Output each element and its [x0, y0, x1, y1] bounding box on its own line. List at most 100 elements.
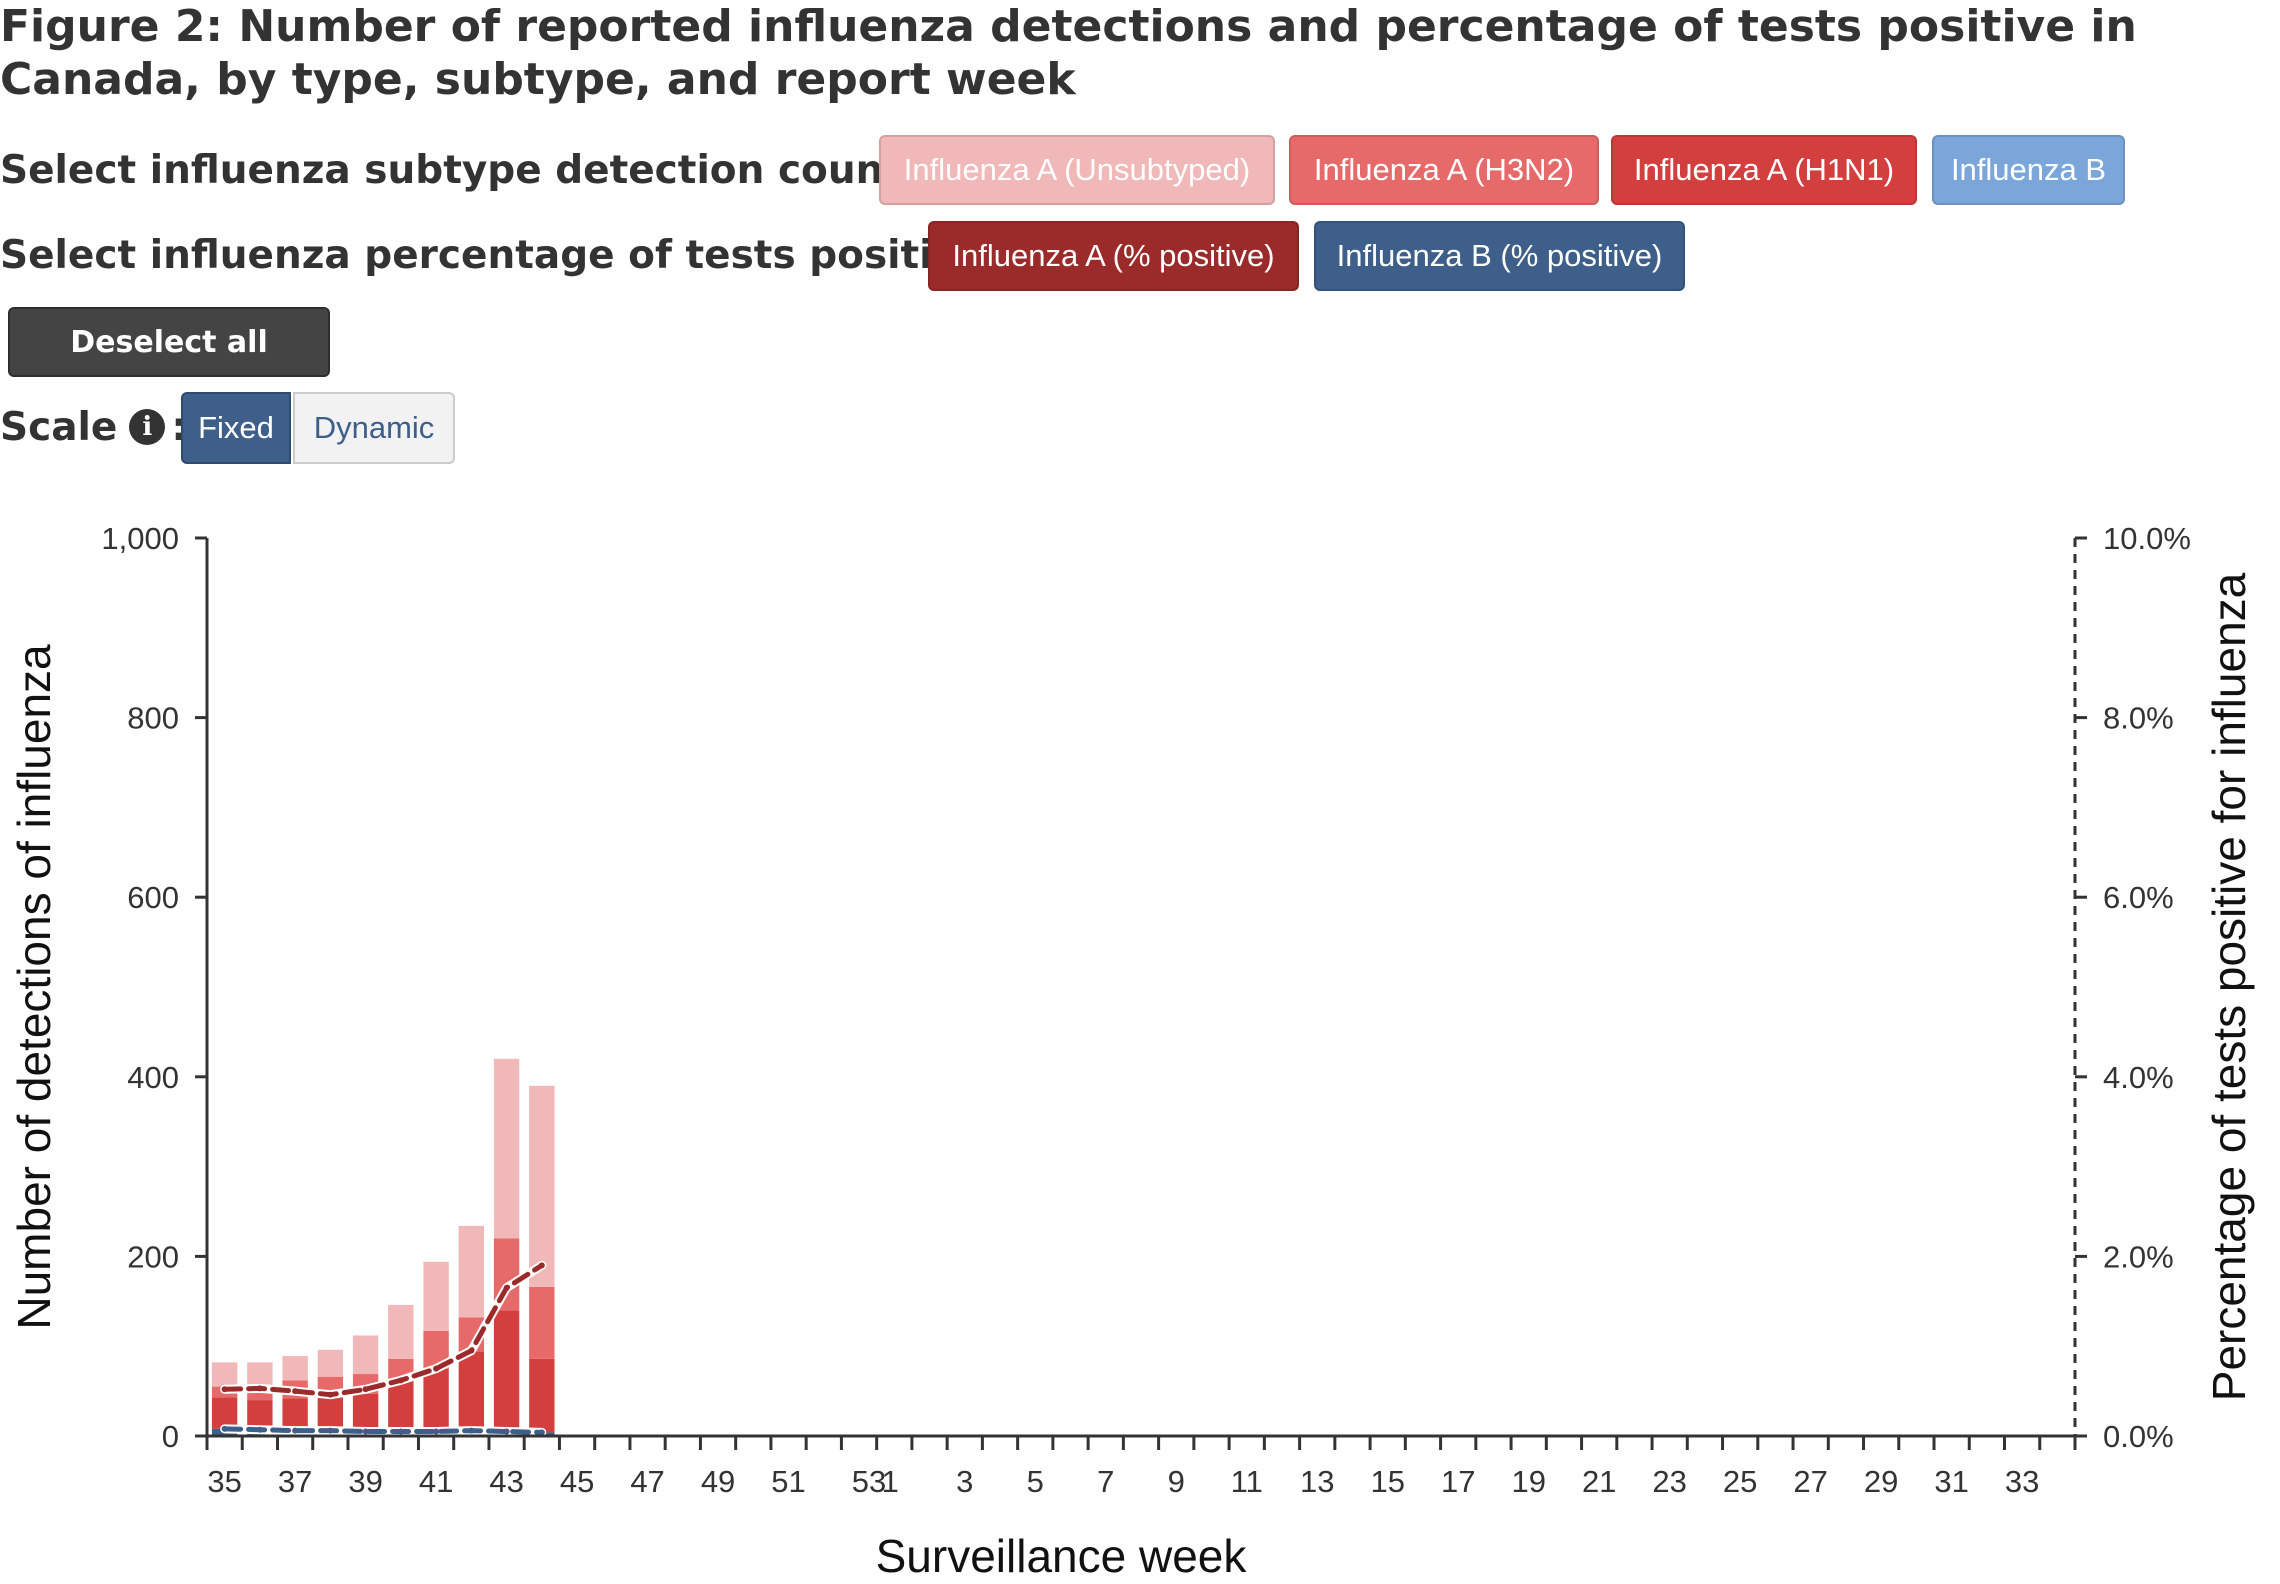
bar-influenza-a-unsubtyped--41 [423, 1261, 449, 1331]
bar-influenza-a-unsubtyped--39 [352, 1335, 379, 1375]
point-influenza-a-positive--43 [503, 1284, 510, 1291]
x-tick-label: 7 [1097, 1464, 1114, 1499]
bar-influenza-a-h1n1--41 [423, 1368, 449, 1432]
x-tick-label: 5 [1027, 1464, 1044, 1499]
x-axis-title: Surveillance week [876, 1530, 1248, 1582]
figure-title: Figure 2: Number of reported influenza d… [0, 1, 2137, 105]
x-tick-label: 21 [1582, 1464, 1616, 1499]
y-axis-title: Number of detections of influenza [8, 644, 60, 1330]
point-influenza-a-positive--41 [433, 1365, 440, 1372]
bar-influenza-a-unsubtyped--38 [317, 1349, 344, 1377]
bar-influenza-a-h1n1--39 [352, 1393, 379, 1432]
y-tick-label: 400 [127, 1060, 179, 1095]
y2-tick-label: 8.0% [2103, 701, 2174, 736]
bar-influenza-a-h1n1--38 [317, 1394, 344, 1431]
point-influenza-a-positive--38 [327, 1391, 334, 1398]
bar-influenza-a-unsubtyped--40 [388, 1304, 414, 1359]
toggle-influenza-a-unsubtyped[interactable]: Influenza A (Unsubtyped) [879, 135, 1275, 205]
line-influenza-b-positive- [222, 1426, 545, 1435]
toggle-influenza-b-percent[interactable]: Influenza B (% positive) [1314, 221, 1685, 291]
point-influenza-a-positive--39 [362, 1386, 369, 1393]
x-tick-label: 17 [1441, 1464, 1475, 1499]
bar-influenza-a-h1n1--42 [458, 1351, 485, 1431]
deselect-all-button[interactable]: Deselect all [8, 307, 330, 377]
x-tick-label: 35 [207, 1464, 241, 1499]
bar-influenza-a-unsubtyped--37 [282, 1356, 308, 1381]
point-influenza-b-positive--38 [327, 1427, 334, 1434]
bar-influenza-a-unsubtyped--42 [458, 1225, 485, 1318]
x-tick-label: 25 [1723, 1464, 1757, 1499]
y2-tick-label: 0.0% [2103, 1419, 2174, 1454]
percent-control-row: Select influenza percentage of tests pos… [0, 220, 1000, 290]
bar-influenza-a-h1n1--43 [493, 1310, 520, 1432]
y2-tick-label: 10.0% [2103, 521, 2191, 556]
x-tick-label: 19 [1511, 1464, 1545, 1499]
x-tick-label: 43 [489, 1464, 523, 1499]
x-tick-label: 29 [1864, 1464, 1898, 1499]
bar-influenza-a-h1n1--36 [247, 1400, 273, 1430]
point-influenza-b-positive--44 [538, 1429, 545, 1436]
bar-influenza-a-unsubtyped--43 [493, 1058, 520, 1239]
toggle-influenza-b[interactable]: Influenza B [1932, 135, 2125, 205]
y-tick-label: 1,000 [101, 521, 179, 556]
info-icon[interactable]: i [129, 409, 166, 445]
point-influenza-a-positive--40 [397, 1377, 404, 1384]
bar-influenza-a-h1n1--44 [529, 1358, 555, 1433]
point-influenza-a-positive--35 [221, 1386, 228, 1393]
x-tick-label: 3 [956, 1464, 973, 1499]
x-tick-label: 45 [560, 1464, 594, 1499]
point-influenza-b-positive--43 [503, 1428, 510, 1435]
point-influenza-a-positive--36 [256, 1385, 263, 1392]
x-tick-label: 41 [419, 1464, 453, 1499]
x-tick-label: 33 [2005, 1464, 2039, 1499]
x-tick-label: 27 [1793, 1464, 1827, 1499]
point-influenza-b-positive--41 [433, 1428, 440, 1435]
x-tick-label: 39 [348, 1464, 382, 1499]
point-influenza-b-positive--35 [221, 1425, 228, 1432]
y-tick-label: 800 [127, 701, 179, 736]
bar-influenza-a-h3n2--44 [529, 1286, 555, 1359]
bar-influenza-a-h3n2--36 [247, 1388, 273, 1401]
point-influenza-b-positive--36 [256, 1426, 263, 1433]
x-tick-label: 1 [882, 1464, 899, 1499]
scale-fixed-button[interactable]: Fixed [181, 392, 291, 464]
bar-influenza-a-h1n1--35 [211, 1397, 238, 1429]
y2-axis-title: Percentage of tests positive for influen… [2203, 572, 2255, 1401]
percent-label: Select influenza percentage of tests pos… [0, 232, 1001, 278]
scale-dynamic-button[interactable]: Dynamic [293, 392, 455, 464]
toggle-influenza-a-percent[interactable]: Influenza A (% positive) [928, 221, 1299, 291]
bar-influenza-a-h1n1--37 [282, 1398, 308, 1431]
scale-label: Scale [0, 404, 118, 450]
point-influenza-b-positive--42 [468, 1427, 475, 1434]
bar-influenza-a-unsubtyped--35 [211, 1362, 238, 1387]
y2-tick-label: 2.0% [2103, 1239, 2174, 1274]
x-tick-label: 53 [852, 1464, 886, 1499]
scale-label-group: Scale i : [0, 392, 187, 462]
point-influenza-b-positive--40 [397, 1428, 404, 1435]
subtype-label: Select influenza subtype detection count… [0, 147, 941, 193]
toggle-influenza-a-h1n1[interactable]: Influenza A (H1N1) [1611, 135, 1917, 205]
point-influenza-b-positive--37 [292, 1427, 299, 1434]
point-influenza-a-positive--42 [468, 1347, 475, 1354]
line-influenza-a-positive- [222, 1262, 545, 1398]
point-influenza-a-positive--44 [538, 1262, 545, 1269]
x-tick-label: 49 [701, 1464, 735, 1499]
x-tick-label: 31 [1934, 1464, 1968, 1499]
y2-tick-label: 4.0% [2103, 1060, 2174, 1095]
point-influenza-b-positive--39 [362, 1428, 369, 1435]
y-tick-label: 200 [127, 1239, 179, 1274]
toggle-influenza-a-h3n2[interactable]: Influenza A (H3N2) [1289, 135, 1599, 205]
influenza-chart: 0 200 400 600 800 1,000 0.0% 2.0% 4.0% 6.0% 8.0% 10… [8, 521, 2255, 1582]
x-tick-label: 23 [1652, 1464, 1686, 1499]
y-tick-label: 0 [162, 1419, 179, 1454]
bar-influenza-a-h1n1--40 [388, 1379, 414, 1432]
x-tick-label: 13 [1300, 1464, 1334, 1499]
y-tick-label: 600 [127, 880, 179, 915]
x-tick-label: 15 [1370, 1464, 1404, 1499]
point-influenza-a-positive--37 [292, 1388, 299, 1395]
x-tick-label: 9 [1168, 1464, 1185, 1499]
x-tick-label: 37 [278, 1464, 312, 1499]
x-tick-label: 51 [771, 1464, 805, 1499]
y2-tick-label: 6.0% [2103, 880, 2174, 915]
subtype-control-row: Select influenza subtype detection count… [0, 135, 941, 205]
